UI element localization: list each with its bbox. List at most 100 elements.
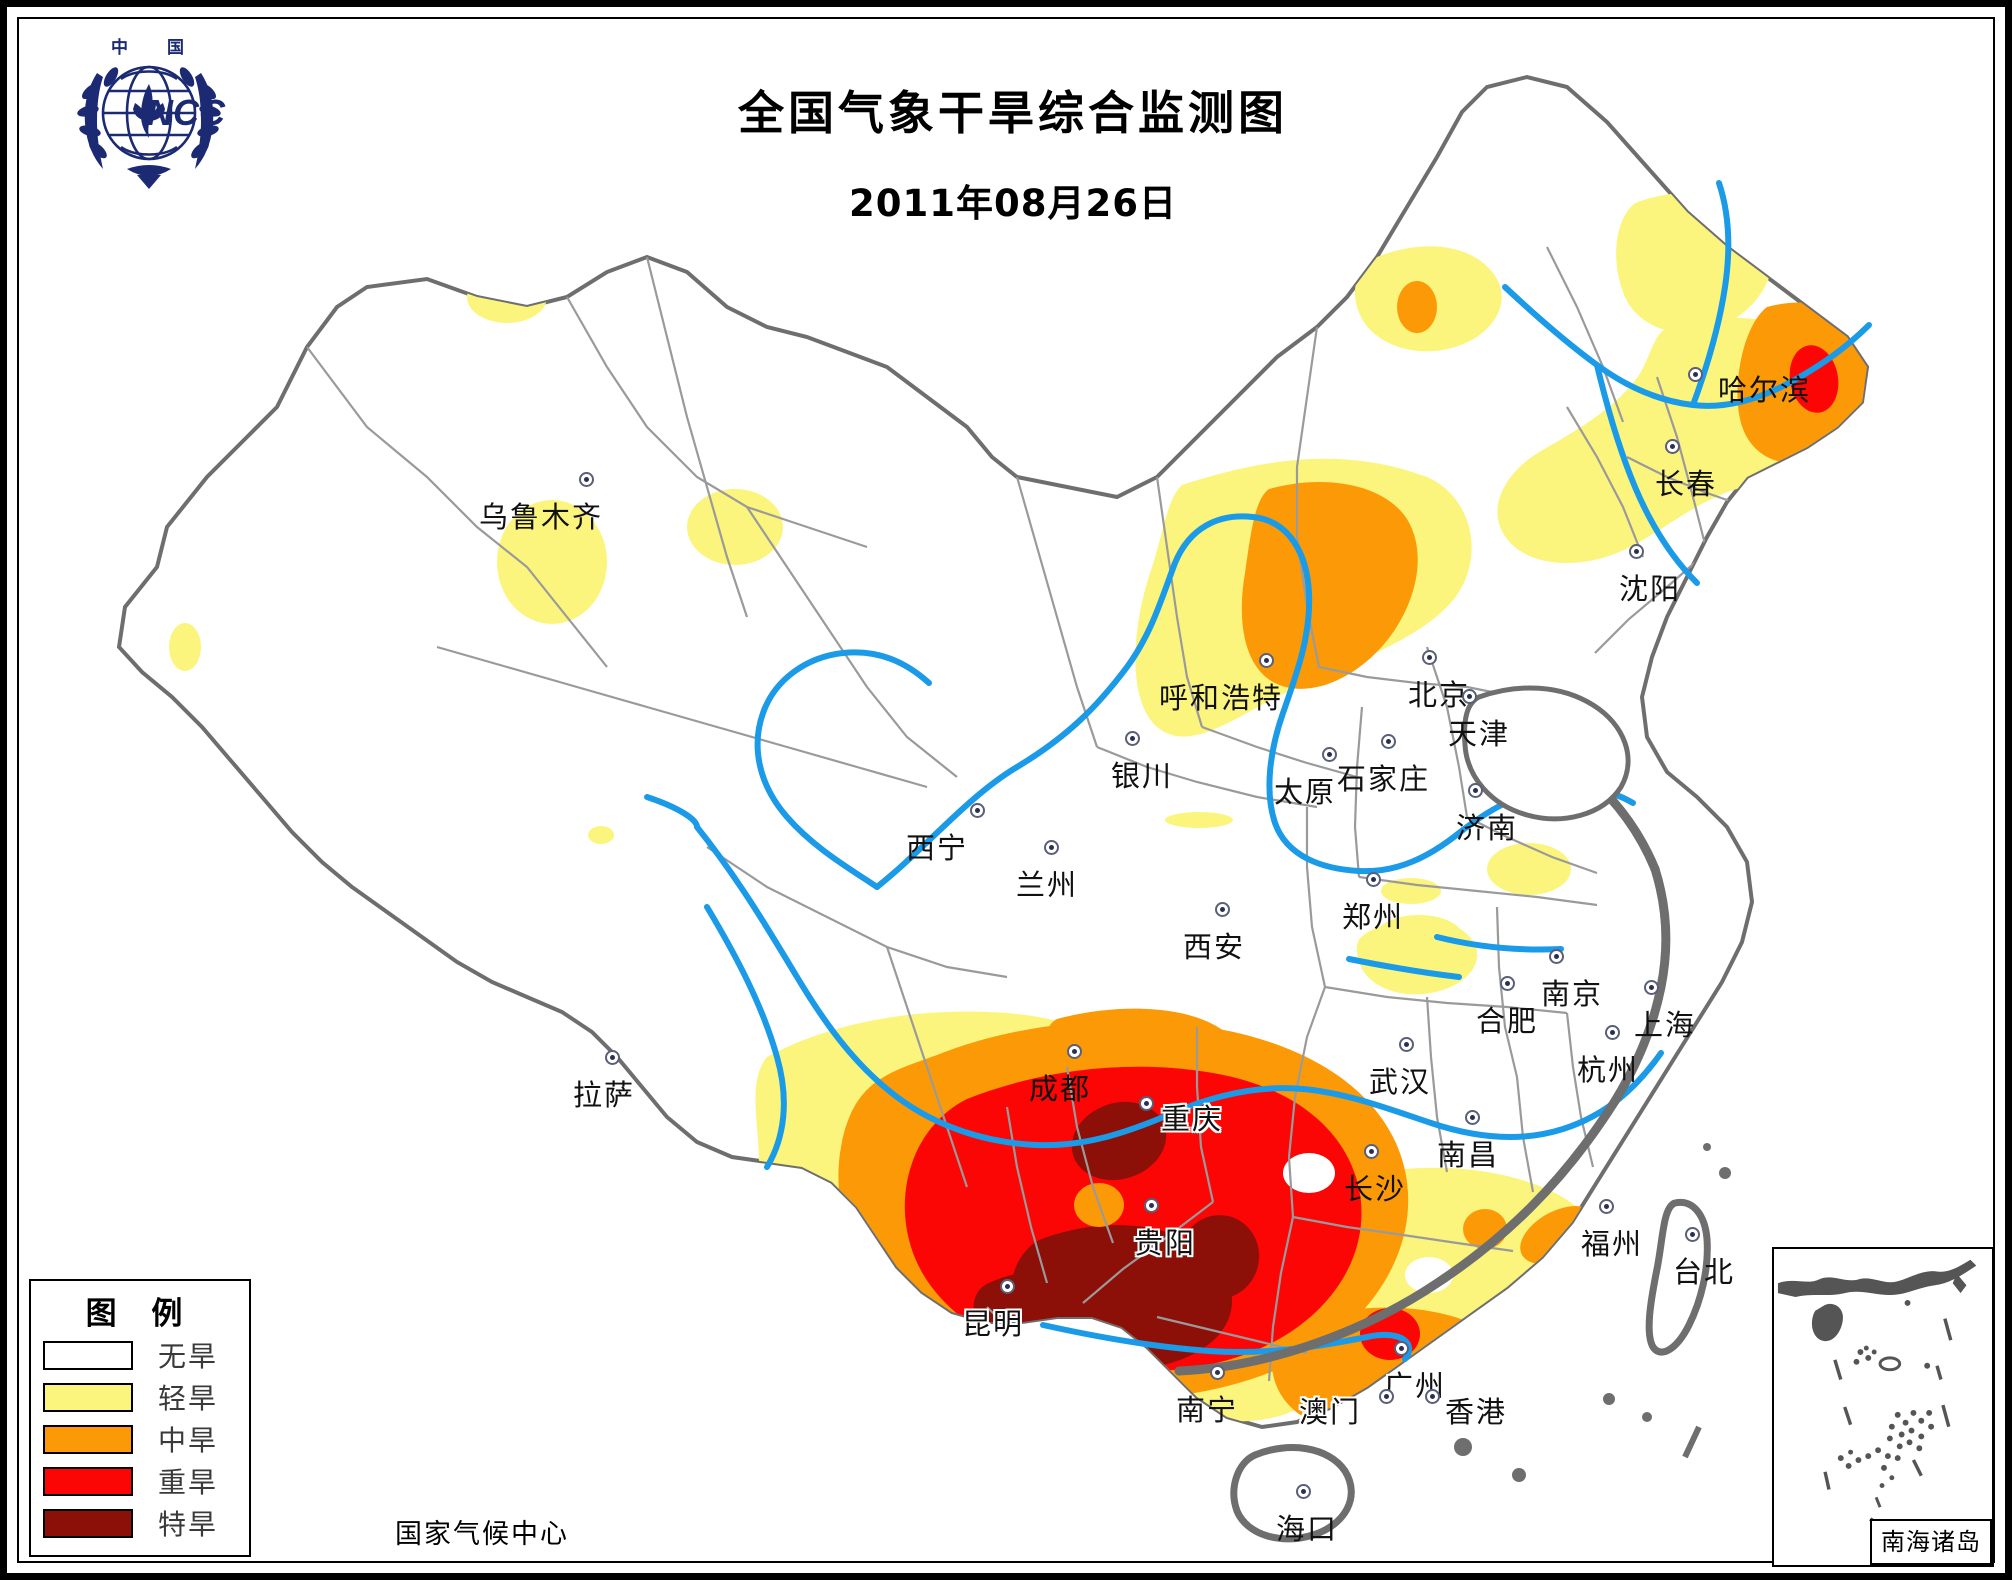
city-dot-icon [1685, 1227, 1700, 1242]
city-label: 武汉 [1369, 1065, 1432, 1099]
city-label: 南京 [1541, 977, 1604, 1011]
city-label: 长沙 [1344, 1172, 1407, 1206]
china-landmass [116, 74, 1870, 1430]
city-label: 杭州 [1577, 1053, 1640, 1087]
agency-credit: 国家气候中心 [395, 1519, 569, 1550]
city-dot-icon [1215, 902, 1230, 917]
city-label: 天津 [1448, 717, 1511, 751]
legend-label: 无旱 [158, 1340, 219, 1373]
city-label: 福州 [1581, 1227, 1644, 1261]
city-label: 上海 [1634, 1008, 1697, 1042]
city-label: 乌鲁木齐 [479, 500, 604, 534]
legend-swatch [43, 1466, 133, 1496]
legend-item: 无旱 [43, 1335, 249, 1375]
city-label: 台北 [1673, 1255, 1736, 1289]
city-dot-icon [1688, 367, 1703, 382]
city-dot-icon [1629, 544, 1644, 559]
city-label: 重庆 [1161, 1102, 1224, 1136]
bohai-bay [1462, 685, 1631, 822]
south-china-sea-inset: 南海诸岛 [1772, 1247, 1994, 1567]
city-dot-icon [1322, 747, 1337, 762]
logo-char-zhong: 中 [111, 37, 128, 58]
inset-label: 南海诸岛 [1870, 1519, 1992, 1565]
legend-title: 图 例 [85, 1296, 195, 1332]
legend-label: 特旱 [158, 1508, 219, 1541]
hainan-island [1230, 1444, 1355, 1543]
city-dot-icon [1259, 653, 1274, 668]
rivers [644, 180, 1872, 1362]
logo-ncc-text: NCC [147, 92, 226, 133]
city-dot-icon [1394, 1341, 1409, 1356]
city-dot-icon [1125, 731, 1140, 746]
city-dot-icon [970, 803, 985, 818]
city-label: 昆明 [962, 1307, 1025, 1341]
city-dot-icon [1379, 1389, 1394, 1404]
city-label: 郑州 [1342, 900, 1405, 934]
ncc-logo: 中 国 NCC [77, 37, 226, 189]
legend-box: 图 例 无旱轻旱中旱重旱特旱 [29, 1279, 251, 1557]
logo-char-guo: 国 [167, 38, 184, 58]
city-label: 北京 [1408, 678, 1471, 712]
legend-swatch [43, 1424, 133, 1454]
city-label: 沈阳 [1619, 572, 1682, 606]
legend-label: 轻旱 [158, 1382, 219, 1415]
city-label: 太原 [1274, 775, 1337, 809]
legend-swatch [43, 1382, 133, 1412]
legend-swatch [43, 1508, 133, 1538]
city-dot-icon [605, 1050, 620, 1065]
city-dot-icon [1364, 1144, 1379, 1159]
city-dot-icon [1144, 1198, 1159, 1213]
city-dot-icon [1366, 872, 1381, 887]
city-dot-icon [1500, 976, 1515, 991]
city-dot-icon [1000, 1279, 1015, 1294]
city-label: 长春 [1655, 467, 1718, 501]
city-dot-icon [1665, 439, 1680, 454]
city-dot-icon [1296, 1484, 1311, 1499]
city-dot-icon [1549, 949, 1564, 964]
city-label: 南昌 [1437, 1138, 1500, 1172]
city-label: 香港 [1445, 1395, 1508, 1429]
city-label: 西宁 [906, 831, 969, 865]
page-title: 全国气象干旱综合监测图 [738, 86, 1288, 140]
legend-item: 特旱 [43, 1503, 249, 1543]
city-dot-icon [1465, 1110, 1480, 1125]
legend-rows: 无旱轻旱中旱重旱特旱 [31, 1335, 249, 1543]
city-dot-icon [1644, 980, 1659, 995]
city-label: 拉萨 [573, 1078, 636, 1112]
legend-label: 中旱 [158, 1424, 219, 1457]
china-map-canvas [116, 74, 1872, 1543]
city-label: 合肥 [1476, 1004, 1539, 1038]
city-label: 石家庄 [1337, 762, 1431, 796]
city-label: 济南 [1456, 811, 1519, 845]
city-label: 贵阳 [1134, 1226, 1197, 1260]
city-dot-icon [1139, 1096, 1154, 1111]
legend-label: 重旱 [158, 1466, 219, 1499]
city-label: 成都 [1029, 1072, 1092, 1106]
city-label: 西安 [1183, 930, 1246, 964]
legend-item: 重旱 [43, 1461, 249, 1501]
city-label: 南宁 [1176, 1393, 1239, 1427]
city-dot-icon [1067, 1044, 1082, 1059]
city-dot-icon [1210, 1365, 1225, 1380]
city-label: 海口 [1276, 1512, 1339, 1546]
city-label: 呼和浩特 [1159, 681, 1284, 715]
legend-item: 轻旱 [43, 1377, 249, 1417]
city-label: 兰州 [1016, 868, 1079, 902]
city-dot-icon [1599, 1199, 1614, 1214]
city-label: 澳门 [1299, 1395, 1362, 1429]
province-borders [306, 246, 1748, 1386]
map-date: 2011年08月26日 [849, 182, 1177, 225]
city-dot-icon [579, 472, 594, 487]
city-dot-icon [1381, 734, 1396, 749]
city-dot-icon [1425, 1389, 1440, 1404]
legend-item: 中旱 [43, 1419, 249, 1459]
city-dot-icon [1422, 650, 1437, 665]
city-dot-icon [1468, 783, 1483, 798]
inset-map-svg [1777, 1259, 1977, 1531]
city-label: 哈尔滨 [1718, 373, 1812, 407]
sea-islets [1454, 1143, 1731, 1482]
city-dot-icon [1044, 840, 1059, 855]
city-label: 银川 [1111, 759, 1174, 793]
city-dot-icon [1399, 1037, 1414, 1052]
